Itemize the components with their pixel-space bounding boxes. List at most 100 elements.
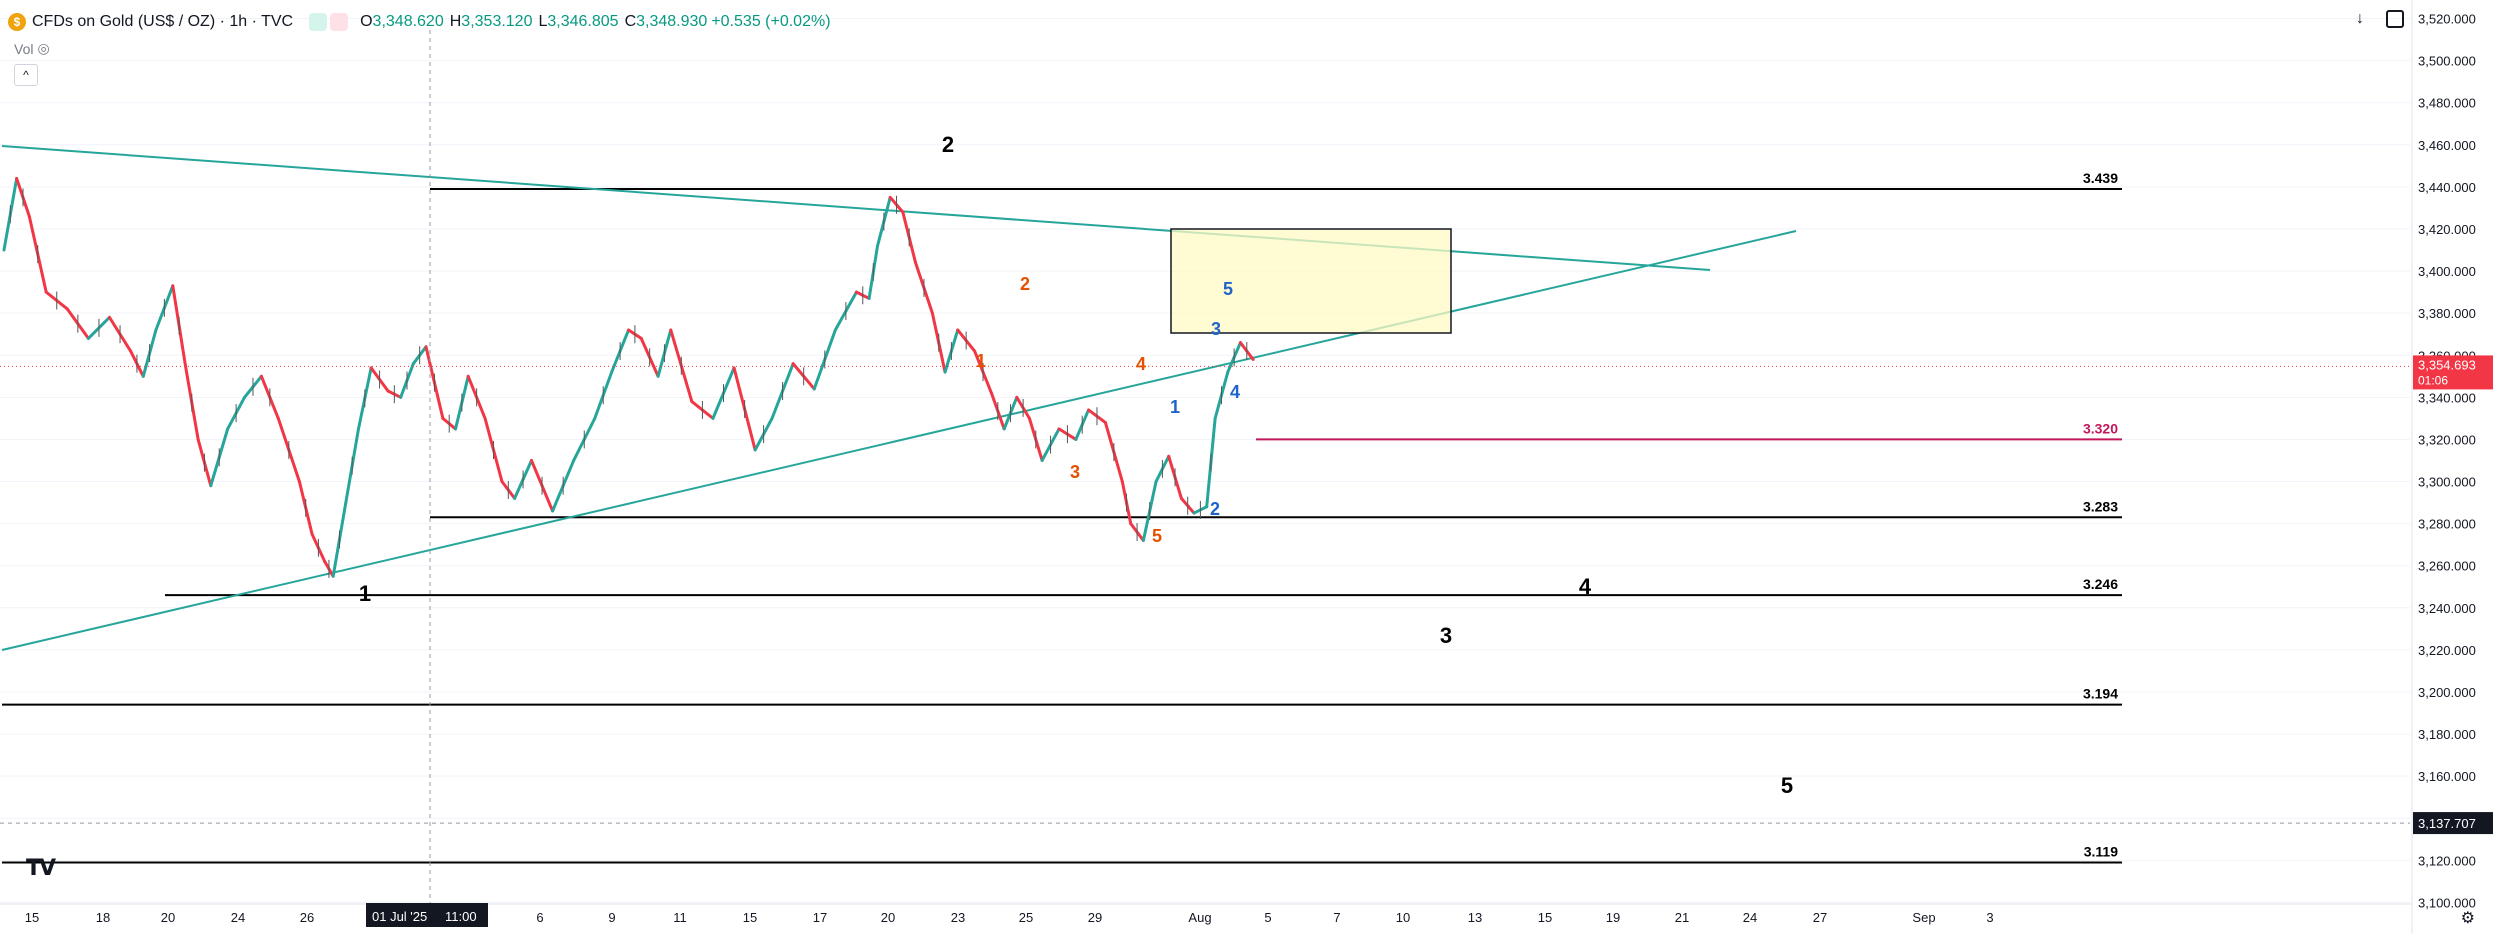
time-tick-label: 10 [1396,910,1410,925]
current-price-badge [2413,355,2493,390]
collapse-indicators-button[interactable]: ^ [14,64,38,86]
time-tick-label: Sep [1912,910,1935,925]
symbol-title[interactable]: CFDs on Gold (US$ / OZ) · 1h · TVC [32,13,294,30]
orange-wave-label: 5 [1152,526,1162,546]
price-tick-label: 3,480.000 [2418,96,2476,111]
price-tick-label: 3,320.000 [2418,432,2476,447]
time-tick-label: 27 [1813,910,1827,925]
major-wave-label: 5 [1781,773,1793,798]
time-tick-label: 3 [1986,910,1993,925]
time-tick-label: 17 [813,910,827,925]
orange-wave-label: 4 [1136,354,1146,374]
price-tick-label: 3,200.000 [2418,685,2476,700]
price-tick-label: 3,500.000 [2418,54,2476,69]
data-provider-icon [330,13,349,31]
time-tick-label: 7 [1333,910,1340,925]
current-price-label: 3,354.693 [2418,357,2476,372]
low-value: 3,346.805 [547,13,619,30]
close-label: C [624,13,637,30]
major-wave-label: 3 [1440,623,1452,648]
time-tick-label: 26 [300,910,314,925]
time-tick-label: 20 [161,910,175,925]
horizontal-levels: 3.439 3.320 3.283 3.246 3.194 3.119 [2,170,2122,864]
high-label: H [449,13,462,30]
level-label: 3.194 [2083,686,2118,702]
price-tick-label: 3,380.000 [2418,306,2476,321]
time-tick-label: Aug [1188,910,1211,925]
orange-wave-label: 1 [976,351,986,371]
time-tick-label: 15 [743,910,757,925]
price-tick-label: 3,520.000 [2418,12,2476,27]
time-tick-label: 24 [231,910,245,925]
gold-coin-icon: $ [8,13,26,31]
crosshair-time-label: 11:00 [445,909,477,924]
high-value: 3,353.120 [461,13,533,30]
time-tick-label: 6 [536,910,543,925]
chart-header: $ CFDs on Gold (US$ / OZ) · 1h · TVC O 3,… [8,7,835,37]
countdown-label: 01:06 [2418,373,2448,387]
status-indicators [309,13,349,31]
lower-trendline [1,230,1797,651]
price-tick-label: 3,120.000 [2418,853,2476,868]
time-tick-label: 25 [1019,910,1033,925]
chevron-up-icon: ^ [23,68,29,82]
price-tick-label: 3,160.000 [2418,769,2476,784]
trendlines [1,145,1797,651]
grid [0,18,2410,903]
orange-wave-label: 3 [1070,462,1080,482]
blue-wave-label: 4 [1230,382,1240,402]
price-tick-label: 3,340.000 [2418,390,2476,405]
blue-wave-label: 1 [1170,397,1180,417]
price-tick-label: 3,300.000 [2418,475,2476,490]
open-value: 3,348.620 [372,13,444,30]
price-tick-label: 3,460.000 [2418,138,2476,153]
price-axis[interactable]: 3,520.000 3,500.000 3,480.000 3,460.000 3,44… [2418,12,2476,911]
price-tick-label: 3,220.000 [2418,643,2476,658]
time-tick-label: 9 [608,910,615,925]
price-tick-label: 3,420.000 [2418,222,2476,237]
volume-indicator[interactable]: Vol ◎ [14,40,50,57]
square-icon[interactable] [2386,10,2404,28]
blue-wave-label: 3 [1211,319,1221,339]
price-tick-label: 3,240.000 [2418,601,2476,616]
eye-icon[interactable]: ◎ [37,40,50,56]
time-tick-label: 21 [1675,910,1689,925]
time-tick-label: 20 [881,910,895,925]
time-tick-label: 5 [1264,910,1271,925]
tradingview-logo[interactable]: TV [26,856,56,881]
wave-labels: 1 2 3 4 5 1 2 3 4 5 1 2 3 4 5 [359,132,1793,798]
level-label: 3.439 [2083,170,2118,186]
gear-icon[interactable]: ⚙ [2460,910,2475,927]
low-label: L [538,13,548,30]
arrow-down-icon[interactable]: ↓ [2356,10,2364,27]
time-axis[interactable]: 15 18 20 24 26 6 9 11 15 17 20 23 25 29 Aug 5 7 10 13 15 19 2… [25,903,1994,927]
change-value: +0.535 (+0.02%) [711,13,831,30]
close-value: 3,348.930 [636,13,708,30]
orange-wave-label: 2 [1020,274,1030,294]
price-tick-label: 3,280.000 [2418,517,2476,532]
level-label: 3.119 [2084,843,2118,859]
time-tick-label: 18 [96,910,110,925]
level-label: 3.283 [2083,498,2118,514]
time-tick-label: 15 [25,910,39,925]
price-tick-label: 3,100.000 [2418,895,2476,910]
open-label: O [360,13,373,30]
crosshair-date-badge: 01 Jul '25 11:00 [366,903,488,927]
major-wave-label: 2 [942,132,954,157]
level-label: 3.246 [2083,576,2118,592]
price-series [2,176,1255,578]
price-tick-label: 3,440.000 [2418,180,2476,195]
time-tick-label: 19 [1606,910,1620,925]
major-wave-label: 4 [1579,574,1592,599]
target-zone [1170,228,1452,334]
crosshair-date-bg [366,903,488,927]
time-tick-label: 24 [1743,910,1757,925]
blue-wave-label: 5 [1223,279,1233,299]
cursor-price-label: 3,137.707 [2418,816,2476,831]
price-tick-label: 3,400.000 [2418,264,2476,279]
major-wave-label: 1 [359,581,371,606]
price-tick-label: 3,180.000 [2418,727,2476,742]
time-tick-label: 23 [951,910,965,925]
